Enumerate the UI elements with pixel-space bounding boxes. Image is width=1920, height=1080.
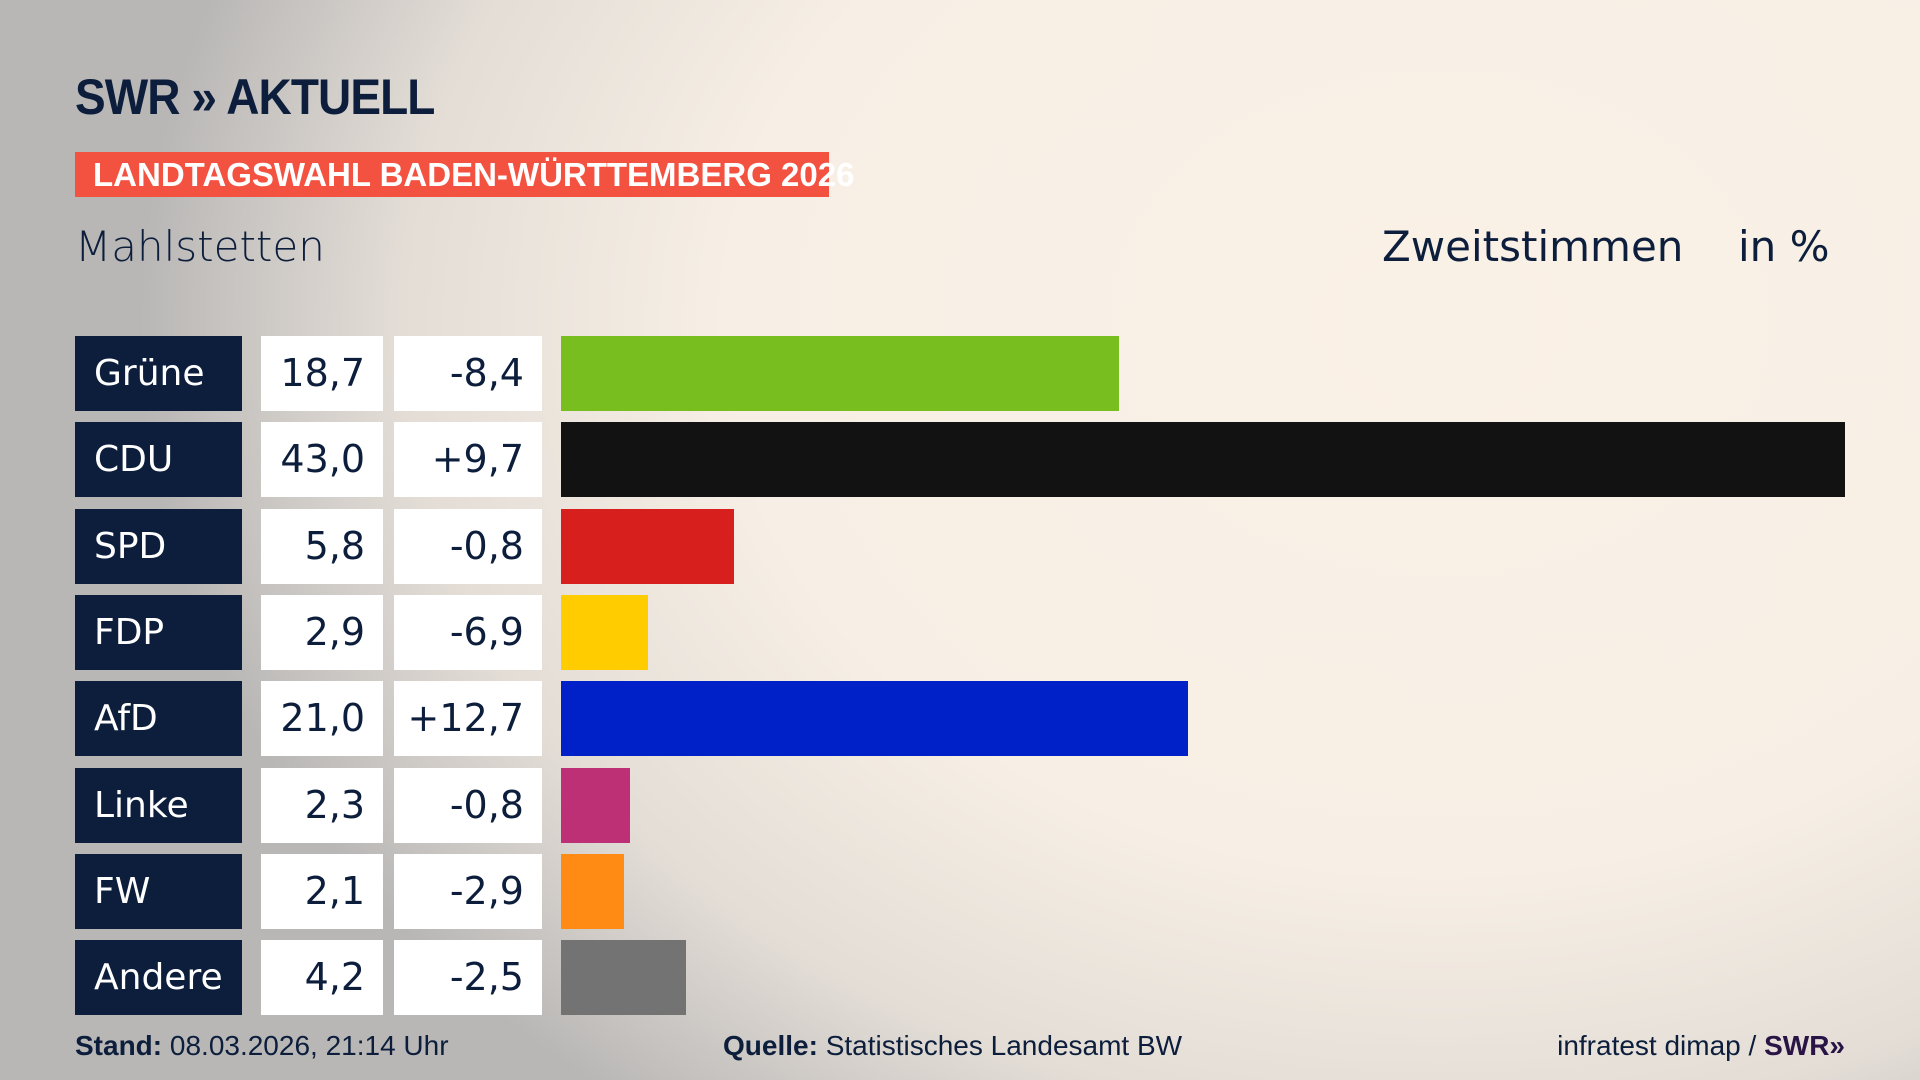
diff-label: -8,4 bbox=[394, 336, 542, 411]
credit-text: infratest dimap / bbox=[1557, 1030, 1757, 1061]
party-label: FW bbox=[75, 853, 242, 929]
value-label: 2,3 bbox=[261, 767, 383, 843]
stand-value: 08.03.2026, 21:14 Uhr bbox=[169, 1030, 449, 1061]
diff-label: -0,8 bbox=[394, 767, 542, 843]
diff-label: -2,5 bbox=[394, 940, 542, 1016]
diff-label: +12,7 bbox=[394, 681, 542, 757]
value-label: 43,0 bbox=[261, 422, 383, 498]
bar-cdu bbox=[561, 422, 1845, 498]
diff-label: -0,8 bbox=[394, 508, 542, 584]
bar-afd bbox=[561, 681, 1189, 757]
value-label: 18,7 bbox=[261, 336, 383, 411]
diff-label: +9,7 bbox=[394, 422, 542, 498]
value-label: 2,9 bbox=[261, 594, 383, 670]
election-banner: LANDTAGSWAHL BADEN-WÜRTTEMBERG 2026 bbox=[75, 152, 854, 197]
party-label: Grüne bbox=[75, 336, 242, 411]
bar-grüne bbox=[561, 336, 1120, 411]
value-label: 2,1 bbox=[261, 853, 383, 929]
party-label: CDU bbox=[75, 422, 242, 498]
footer-credit: infratest dimap / SWR» bbox=[1557, 1030, 1845, 1062]
swr-small-logo: SWR» bbox=[1764, 1030, 1845, 1061]
unit-label: in % bbox=[1738, 222, 1830, 271]
bar-linke bbox=[561, 767, 630, 843]
footer-source: Quelle: Statistisches Landesamt BW bbox=[723, 1030, 1182, 1062]
party-label: AfD bbox=[75, 681, 242, 757]
stand-label: Stand: bbox=[75, 1030, 163, 1061]
party-label: SPD bbox=[75, 508, 242, 584]
party-label: FDP bbox=[75, 594, 242, 670]
bar-fdp bbox=[561, 594, 648, 670]
party-label: Linke bbox=[75, 767, 242, 843]
value-label: 4,2 bbox=[261, 940, 383, 1016]
footer-stand: Stand: 08.03.2026, 21:14 Uhr bbox=[75, 1030, 449, 1062]
metric-label: Zweitstimmen bbox=[1382, 222, 1684, 271]
place-title: Mahlstetten bbox=[75, 222, 325, 271]
source-value: Statistisches Landesamt BW bbox=[825, 1030, 1183, 1061]
diff-label: -6,9 bbox=[394, 594, 542, 670]
value-label: 5,8 bbox=[261, 508, 383, 584]
bar-fw bbox=[561, 853, 624, 929]
swr-aktuell-logo: SWR » AKTUELL bbox=[75, 69, 435, 125]
source-label: Quelle: bbox=[723, 1030, 818, 1061]
bar-spd bbox=[561, 508, 735, 584]
bar-andere bbox=[561, 940, 687, 1016]
party-label: Andere bbox=[75, 940, 242, 1016]
value-label: 21,0 bbox=[261, 681, 383, 757]
diff-label: -2,9 bbox=[394, 853, 542, 929]
